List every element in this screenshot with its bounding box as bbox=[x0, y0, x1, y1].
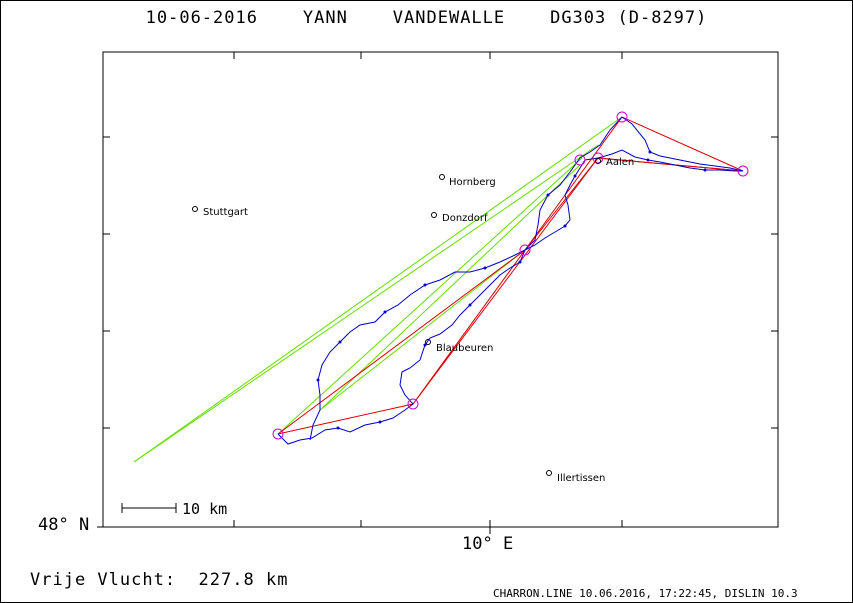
scale-bar bbox=[121, 503, 177, 513]
scale-bar-label: 10 km bbox=[182, 500, 227, 518]
free-flight-summary: Vrije Vlucht: 227.8 km bbox=[30, 570, 288, 590]
latitude-label: 48° N bbox=[38, 515, 90, 535]
town-label: Illertissen bbox=[557, 473, 605, 484]
town-markers bbox=[192, 158, 601, 476]
flight-title: 10-06-2016 YANN VANDEWALLE DG303 (D-8297… bbox=[145, 8, 708, 28]
turnpoints bbox=[272, 111, 749, 440]
plot-area bbox=[102, 51, 779, 528]
town-marker bbox=[425, 339, 431, 345]
task-leg bbox=[277, 157, 744, 435]
free-flight-distance: 227.8 km bbox=[198, 570, 289, 590]
track-points bbox=[316, 150, 707, 430]
turnpoint-marker bbox=[519, 244, 531, 256]
town-label: Donzdorf bbox=[442, 213, 488, 224]
axis-ticks bbox=[97, 52, 778, 534]
town-label: Aalen bbox=[606, 157, 634, 168]
turnpoint-marker bbox=[737, 165, 749, 177]
town-label: Blaubeuren bbox=[436, 343, 493, 354]
free-flight-label: Vrije Vlucht: bbox=[30, 570, 177, 590]
town-marker bbox=[595, 158, 601, 164]
longitude-label: 10° E bbox=[462, 534, 514, 554]
town-marker bbox=[192, 206, 198, 212]
footer-info: CHARRON.LINE 10.06.2016, 17:22:45, DISLI… bbox=[493, 587, 798, 600]
town-marker bbox=[546, 470, 552, 476]
turnpoint-marker bbox=[407, 398, 419, 410]
turnpoint-marker bbox=[616, 111, 628, 123]
glide-lines bbox=[133, 116, 623, 463]
town-marker bbox=[431, 212, 437, 218]
task-triangle bbox=[277, 116, 744, 435]
town-label: Hornberg bbox=[449, 177, 496, 188]
turnpoint-marker bbox=[272, 428, 284, 440]
town-label: Stuttgart bbox=[203, 207, 248, 218]
turnpoint-marker bbox=[574, 154, 586, 166]
flight-track bbox=[277, 116, 744, 445]
town-marker bbox=[439, 174, 445, 180]
